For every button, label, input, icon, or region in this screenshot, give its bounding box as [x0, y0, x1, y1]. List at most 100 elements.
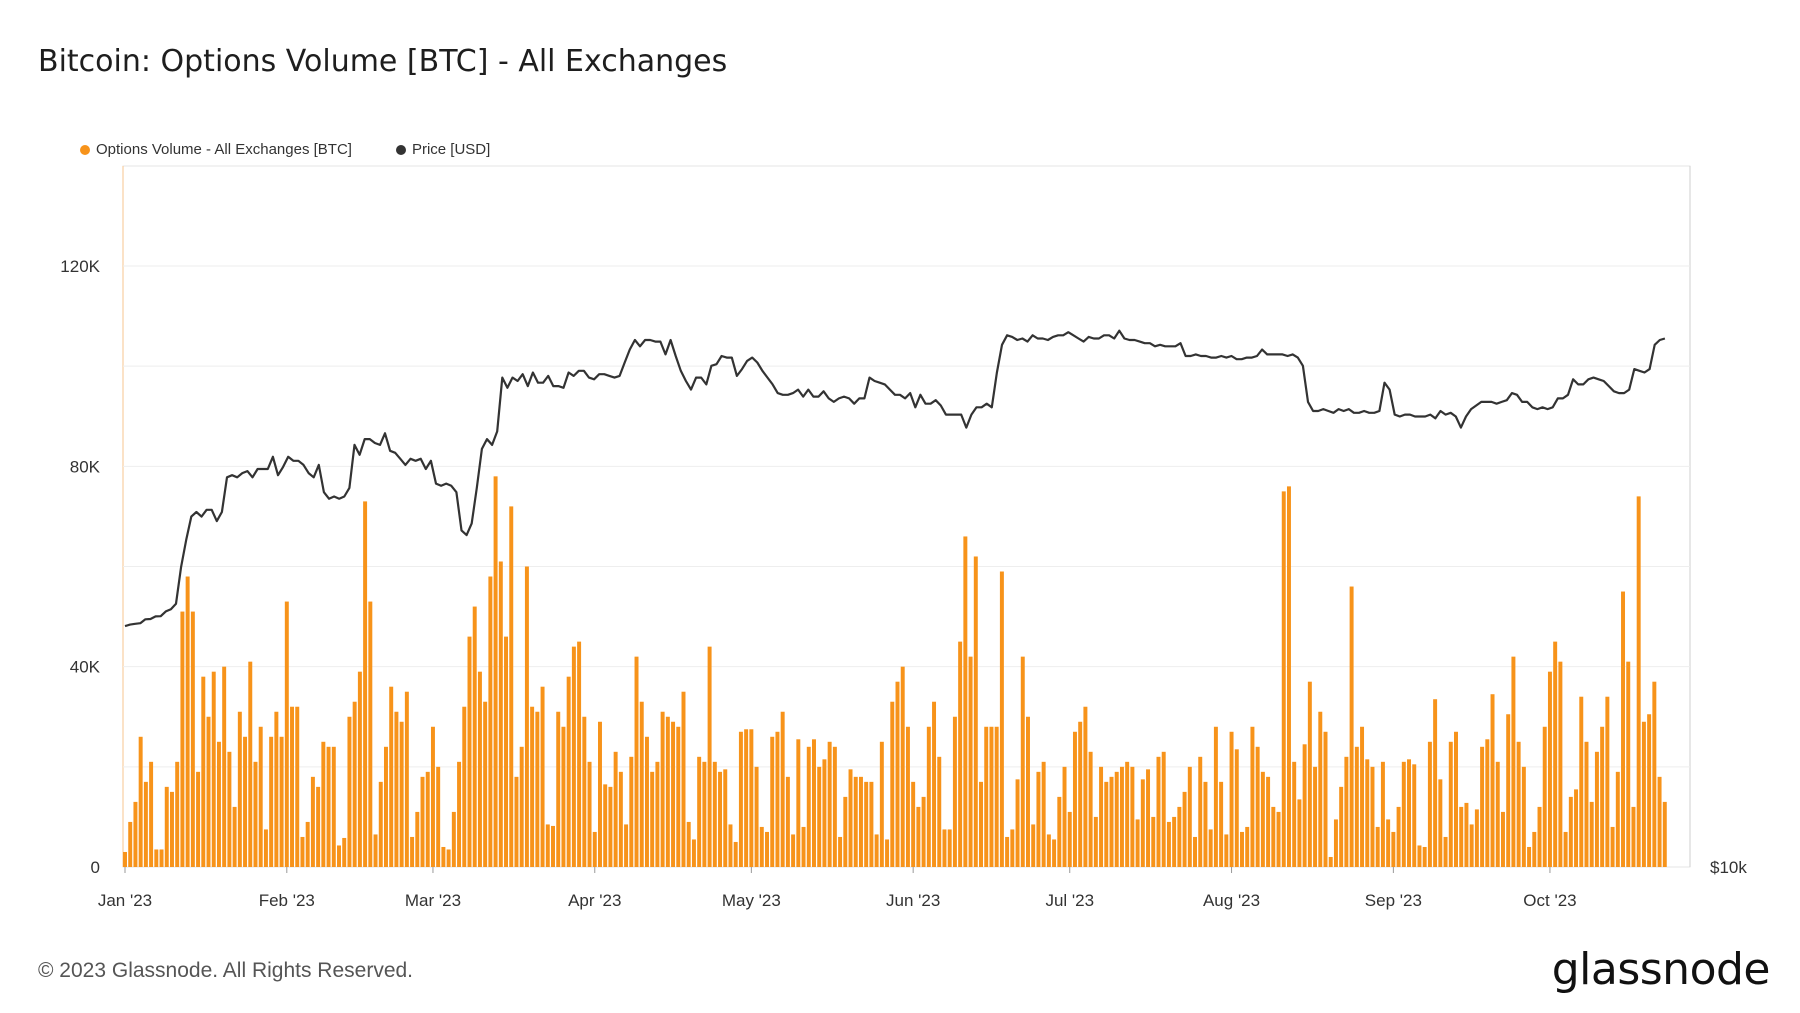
volume-bar: [942, 829, 947, 867]
volume-bar: [290, 706, 295, 867]
volume-bar: [1260, 771, 1265, 867]
volume-bar: [1130, 766, 1135, 867]
volume-bar: [765, 831, 769, 867]
legend-dot-price: [395, 144, 406, 155]
volume-bar: [1396, 806, 1401, 867]
legend: Options Volume - All Exchanges [BTC] Pri…: [80, 141, 534, 158]
volume-bar: [451, 811, 456, 867]
volume-bar: [263, 829, 268, 867]
volume-bar: [467, 636, 472, 867]
volume-bar: [634, 656, 639, 867]
volume-bar: [1093, 816, 1098, 867]
x-tick-label: May '23: [722, 891, 781, 910]
y-right-tick-label: $10k: [1710, 858, 1747, 877]
volume-bar: [206, 716, 211, 867]
volume-bar: [785, 776, 790, 867]
volume-bar: [227, 751, 232, 867]
x-tick-label: Jan '23: [98, 891, 152, 910]
volume-bar: [556, 711, 561, 867]
volume-bar: [838, 836, 843, 867]
volume-bar: [321, 741, 326, 867]
volume-bar: [1657, 776, 1662, 867]
volume-bar: [577, 641, 582, 867]
volume-bar: [1448, 741, 1453, 867]
volume-bar: [603, 784, 608, 867]
x-tick-label: Jul '23: [1045, 891, 1094, 910]
volume-bar: [1594, 751, 1599, 867]
volume-bar: [420, 776, 425, 867]
volume-bar: [1078, 721, 1083, 867]
volume-bar: [415, 811, 420, 867]
volume-bar: [331, 746, 336, 867]
x-tick-label: Oct '23: [1523, 891, 1576, 910]
volume-bar: [1328, 856, 1333, 867]
volume-bar: [1046, 834, 1051, 867]
y-tick-label: 120K: [60, 257, 100, 276]
volume-bar: [1052, 839, 1057, 867]
volume-bar: [963, 536, 968, 867]
volume-bar: [123, 851, 127, 867]
volume-bar: [1553, 641, 1558, 867]
volume-bar: [665, 716, 670, 867]
volume-bar: [1193, 836, 1198, 867]
volume-bar: [462, 706, 467, 867]
volume-bar: [911, 781, 916, 867]
volume-bar: [399, 721, 404, 867]
volume-bar: [352, 701, 357, 867]
volume-bar: [958, 641, 963, 867]
legend-item-options-volume[interactable]: Options Volume - All Exchanges [BTC]: [80, 141, 352, 158]
volume-bar: [253, 761, 258, 867]
volume-bar: [1652, 681, 1657, 867]
volume-bar: [243, 736, 248, 867]
volume-bar: [540, 686, 545, 867]
volume-bar: [1286, 486, 1291, 867]
volume-bar: [984, 726, 989, 867]
volume-bar: [258, 726, 263, 867]
volume-bar: [885, 839, 890, 867]
y-tick-label: 40K: [70, 658, 101, 677]
volume-bar: [1245, 826, 1250, 867]
volume-bar: [1036, 771, 1041, 867]
legend-dot-options-volume: [80, 144, 90, 155]
volume-bar: [342, 837, 347, 867]
volume-bar: [1156, 756, 1161, 867]
volume-bar: [436, 766, 441, 867]
volume-bar: [639, 701, 644, 867]
volume-bar: [832, 746, 837, 867]
volume-bar: [430, 726, 435, 867]
volume-bar: [1240, 831, 1244, 867]
volume-bar: [1527, 846, 1532, 867]
volume-bar: [394, 711, 399, 867]
volume-bar: [1610, 826, 1615, 867]
volume-bar: [316, 786, 321, 867]
volume-bar: [1339, 786, 1344, 867]
volume-bar: [770, 736, 775, 867]
volume-bar: [138, 736, 143, 867]
volume-bar: [775, 731, 780, 867]
x-tick-label: Apr '23: [568, 891, 621, 910]
volume-bar: [1344, 756, 1349, 867]
volume-bar: [791, 834, 796, 867]
volume-bar: [357, 671, 362, 867]
volume-bar: [1511, 656, 1516, 867]
volume-bar: [1360, 726, 1365, 867]
volume-bar: [561, 726, 566, 867]
volume-bar: [1234, 749, 1239, 867]
volume-bar: [890, 701, 895, 867]
legend-item-price[interactable]: Price [USD]: [395, 141, 490, 158]
volume-bar: [644, 736, 649, 867]
volume-bar: [1516, 741, 1521, 867]
volume-bar: [994, 726, 999, 867]
volume-bar: [624, 824, 629, 867]
volume-bar: [780, 711, 785, 867]
volume-bar: [1521, 766, 1526, 867]
volume-bar: [796, 739, 801, 867]
volume-bar: [853, 776, 858, 867]
volume-bar: [843, 796, 848, 867]
volume-bar: [812, 739, 816, 867]
volume-bar: [284, 601, 289, 867]
volume-bar: [1407, 759, 1412, 867]
volume-bar: [1474, 809, 1479, 867]
volume-bar: [1057, 796, 1062, 867]
volume-bar: [535, 711, 540, 867]
